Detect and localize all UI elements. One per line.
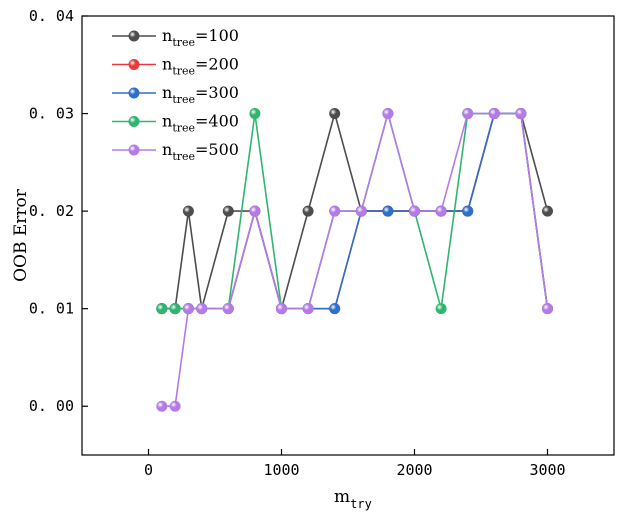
- data-point: [302, 205, 314, 217]
- y-tick-label: 0. 00: [29, 397, 74, 415]
- data-point: [515, 108, 527, 120]
- legend-label: ntree=100: [162, 26, 239, 49]
- data-point: [329, 303, 341, 315]
- series-layer: [156, 108, 553, 412]
- legend-item: ntree=100: [112, 26, 239, 49]
- x-tick-label: 1000: [263, 461, 299, 479]
- axes-layer: 0 1000 2000 3000 0. 00 0. 01 0. 02 0. 03 0. 04 OO…: [11, 7, 566, 511]
- legend-marker: [128, 58, 140, 70]
- data-point: [196, 303, 208, 315]
- legend-label: ntree=400: [162, 112, 239, 135]
- x-tick-label: 3000: [529, 461, 565, 479]
- y-axis-title: OOB Error: [11, 188, 31, 282]
- legend-marker: [128, 144, 140, 156]
- y-tick-label: 0. 01: [29, 300, 74, 318]
- legend-marker: [128, 87, 140, 99]
- plot-frame: [81, 15, 615, 456]
- data-point: [329, 205, 341, 217]
- y-tick-label: 0. 02: [29, 202, 74, 220]
- x-axis-title: mtry: [334, 487, 372, 511]
- data-point: [275, 303, 287, 315]
- series-ntree500: [156, 108, 553, 412]
- data-point: [169, 400, 181, 412]
- data-point: [222, 303, 234, 315]
- legend-marker: [128, 30, 140, 42]
- data-point: [408, 205, 420, 217]
- legend-item: ntree=200: [112, 55, 239, 78]
- legend-item: ntree=500: [112, 140, 239, 163]
- x-tick-label: 0: [144, 461, 153, 479]
- legend-label: ntree=500: [162, 140, 239, 163]
- legend: ntree=100 ntree=200 ntree=300 ntree=400 ntre…: [112, 26, 239, 163]
- legend-marker: [128, 116, 140, 128]
- data-point: [435, 303, 447, 315]
- data-point: [249, 205, 261, 217]
- legend-label: ntree=200: [162, 55, 239, 78]
- data-point: [488, 108, 500, 120]
- y-tick-label: 0. 04: [29, 7, 74, 25]
- data-point: [355, 205, 367, 217]
- legend-item: ntree=300: [112, 83, 239, 106]
- data-point: [462, 108, 474, 120]
- x-tick-label: 2000: [396, 461, 432, 479]
- data-point: [182, 303, 194, 315]
- data-point: [169, 303, 181, 315]
- data-point: [541, 205, 553, 217]
- data-point: [382, 108, 394, 120]
- plot-border: [81, 15, 615, 456]
- data-point: [329, 108, 341, 120]
- data-point: [249, 108, 261, 120]
- data-point: [156, 303, 168, 315]
- y-tick-label: 0. 03: [29, 105, 74, 123]
- data-point: [541, 303, 553, 315]
- data-point: [435, 205, 447, 217]
- legend-item: ntree=400: [112, 112, 239, 135]
- data-point: [222, 205, 234, 217]
- legend-label: ntree=300: [162, 83, 239, 106]
- data-point: [182, 205, 194, 217]
- data-point: [156, 400, 168, 412]
- data-point: [462, 205, 474, 217]
- data-point: [302, 303, 314, 315]
- data-point: [382, 205, 394, 217]
